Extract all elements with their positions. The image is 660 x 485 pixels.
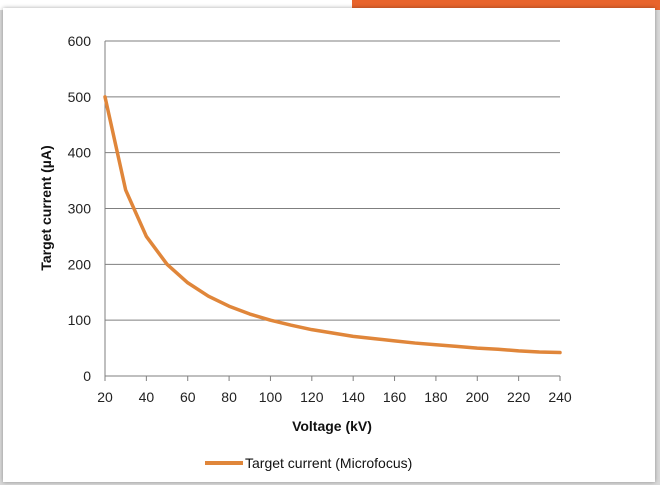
grid-lines: [104, 40, 560, 377]
x-tick-label: 220: [507, 389, 531, 405]
legend: Target current (Microfocus): [205, 455, 412, 471]
series-line-0: [103, 95, 562, 355]
x-tick-label: 80: [221, 389, 237, 405]
x-tick-label: 20: [97, 389, 113, 405]
x-tick-marks: [104, 376, 561, 381]
x-tick-label: 60: [180, 389, 196, 405]
x-tick-label: 200: [466, 389, 490, 405]
y-tick-label: 500: [68, 89, 92, 105]
accent-bar: [352, 0, 660, 10]
series-group: [103, 95, 562, 355]
legend-label: Target current (Microfocus): [245, 455, 412, 471]
x-tick-label: 180: [424, 389, 448, 405]
y-tick-label: 0: [83, 368, 91, 384]
y-tick-labels: 0 100 200 300 400 500 600: [68, 33, 92, 384]
x-tick-label: 160: [383, 389, 407, 405]
y-tick-label: 600: [68, 33, 92, 49]
y-axis-title: Target current (µA): [38, 145, 54, 270]
y-tick-label: 200: [68, 256, 92, 272]
x-tick-label: 120: [300, 389, 324, 405]
top-band: [0, 0, 660, 10]
x-axis-title: Voltage (kV): [292, 418, 372, 434]
y-tick-label: 300: [68, 201, 92, 217]
x-tick-label: 240: [548, 389, 572, 405]
x-tick-labels: 20 40 60 80 100 120 140 160 180 200 220 240: [97, 389, 572, 405]
x-tick-label: 100: [259, 389, 283, 405]
x-tick-label: 40: [139, 389, 155, 405]
y-tick-label: 400: [68, 145, 92, 161]
y-tick-label: 100: [68, 312, 92, 328]
chart-card: [3, 8, 655, 482]
x-tick-label: 140: [342, 389, 366, 405]
